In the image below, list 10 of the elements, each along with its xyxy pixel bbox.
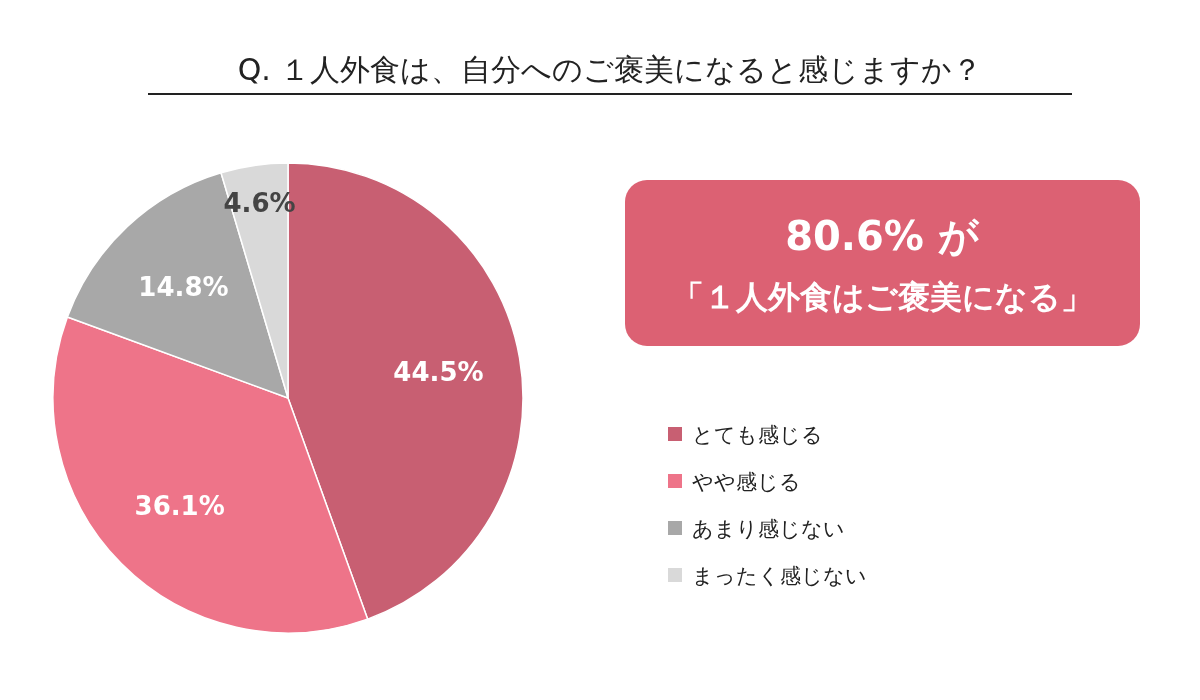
legend-label: あまり感じない — [692, 517, 845, 541]
text: 80.6% が — [785, 213, 980, 259]
text: 「１人外食はご褒美になる」 — [671, 278, 1093, 316]
chart-title: Q. １人外食は、自分へのご褒美になると感じますか？ — [237, 52, 983, 87]
data-label: 36.1% — [134, 490, 225, 521]
legend-label: とても感じる — [692, 423, 823, 447]
data-label: 44.5% — [393, 356, 484, 387]
data-label: 14.8% — [138, 271, 229, 302]
legend-label: やや感じる — [692, 470, 801, 494]
legend-label: まったく感じない — [692, 564, 867, 588]
